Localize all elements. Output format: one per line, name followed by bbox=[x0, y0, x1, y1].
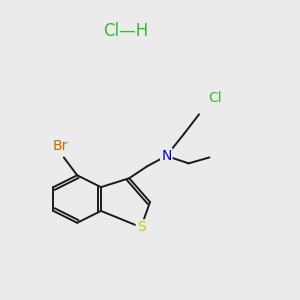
Text: Cl: Cl bbox=[208, 91, 222, 105]
Text: Cl—H: Cl—H bbox=[103, 22, 149, 40]
Text: S: S bbox=[137, 220, 146, 234]
Text: N: N bbox=[161, 149, 172, 163]
Text: Br: Br bbox=[52, 139, 68, 153]
